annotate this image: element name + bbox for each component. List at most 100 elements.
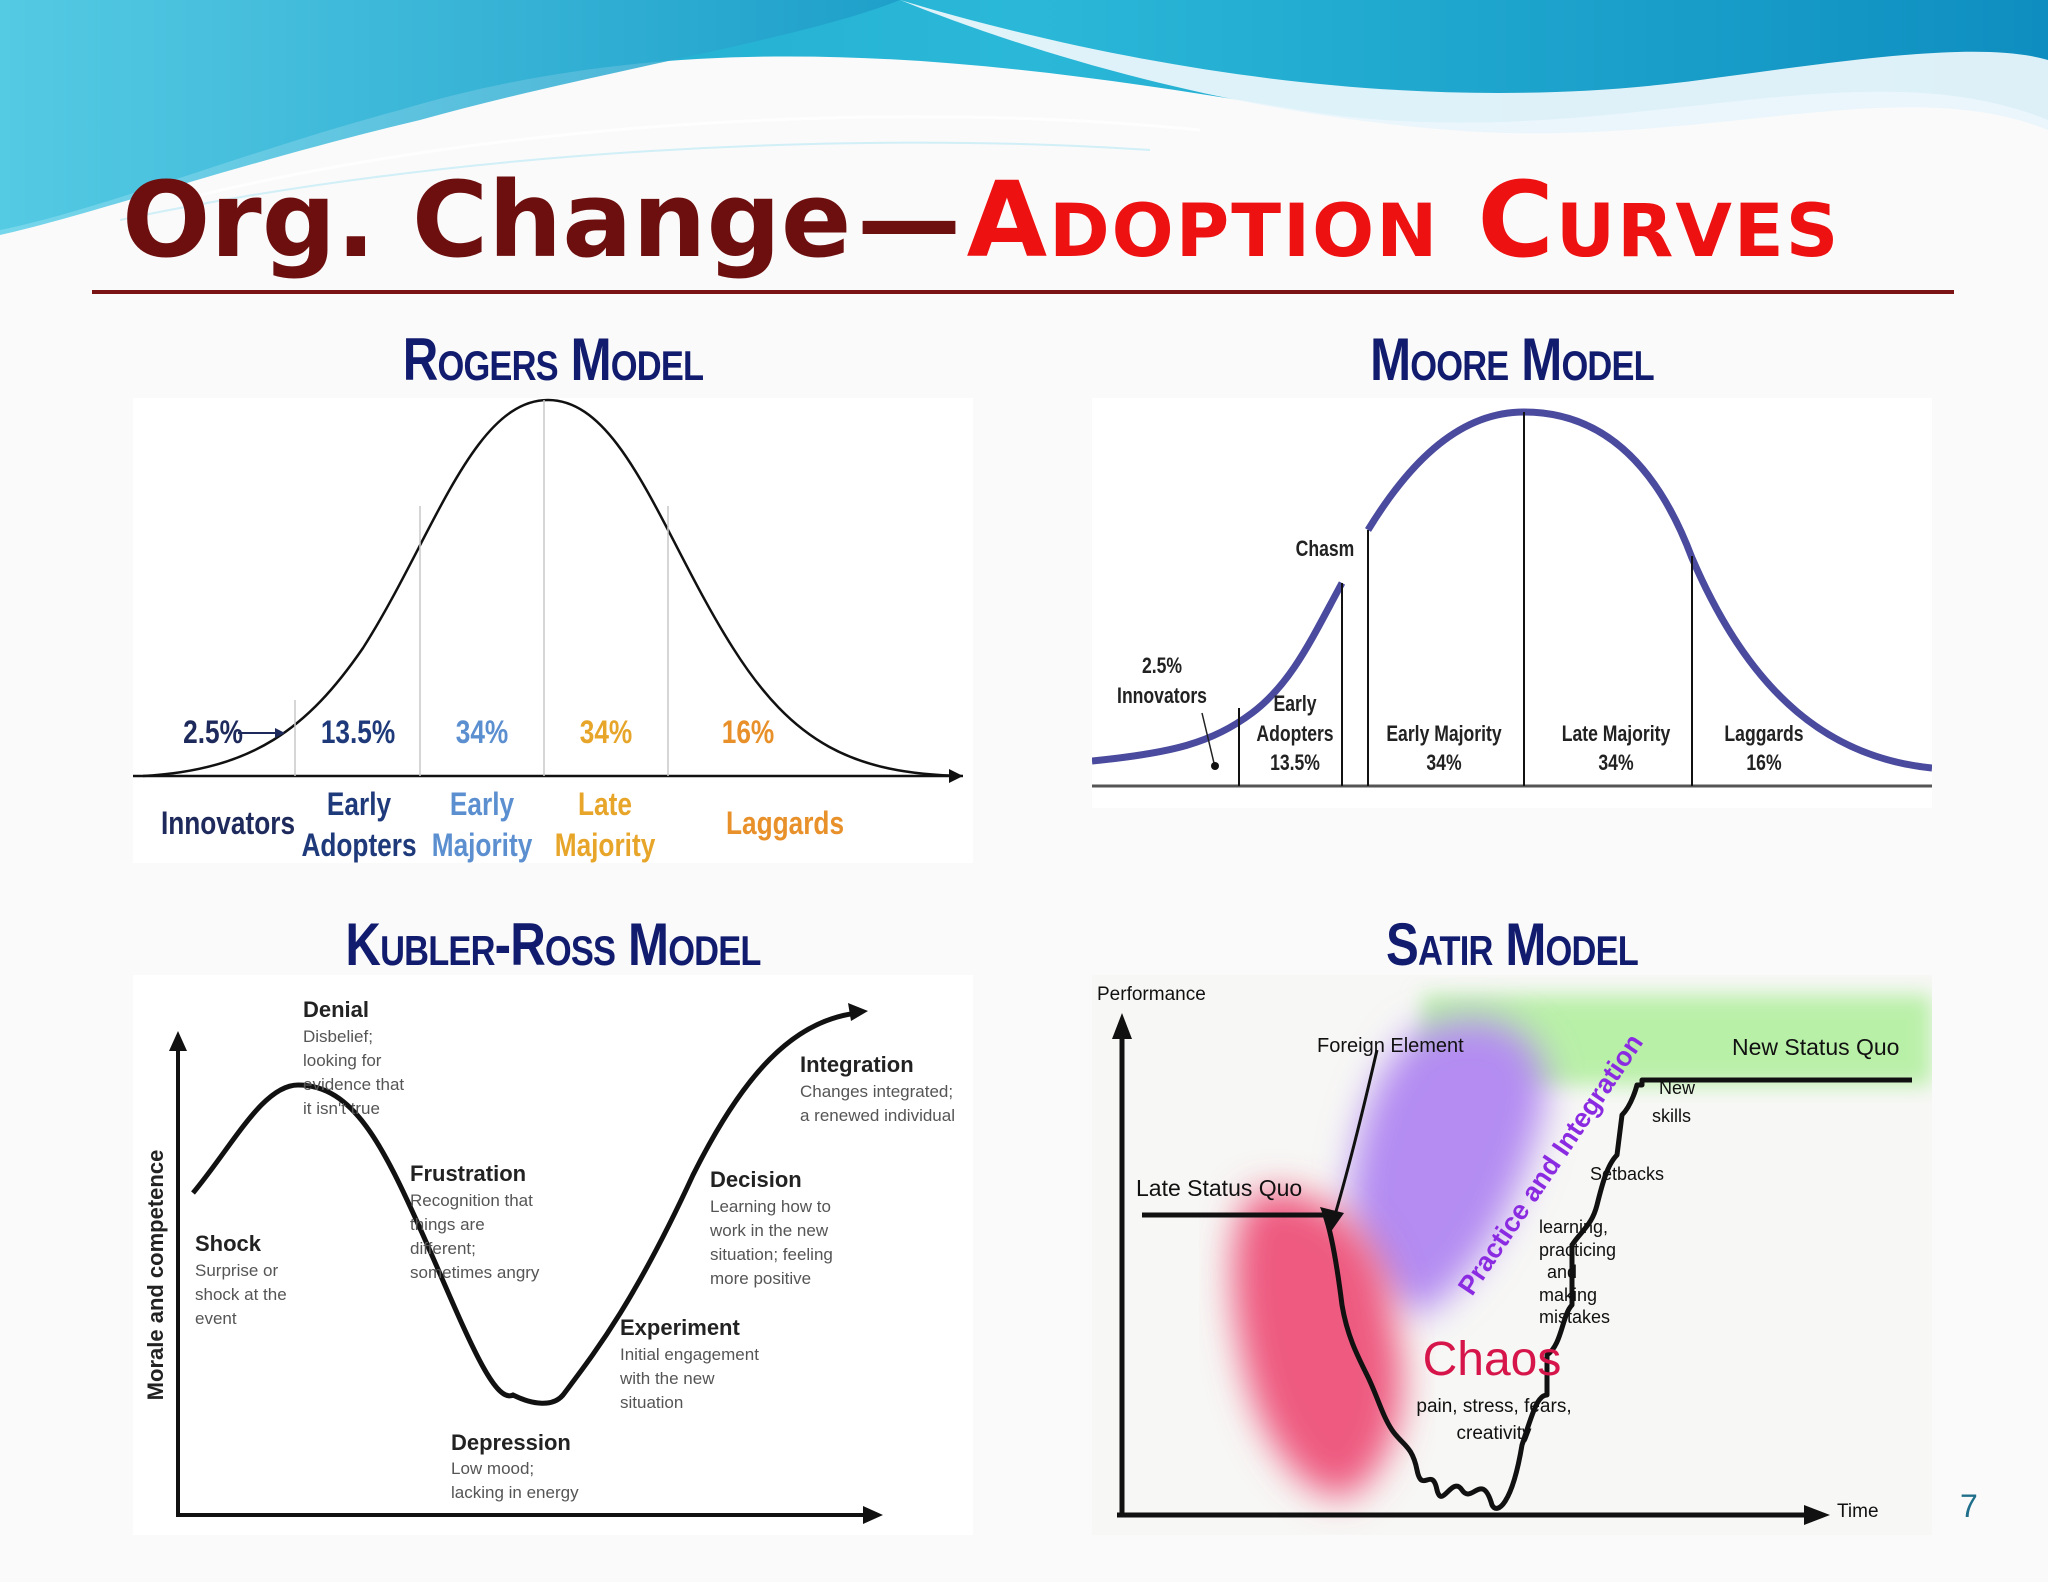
moore-chasm-label: Chasm (1296, 537, 1355, 561)
moore-laggards: Laggards (1724, 722, 1803, 746)
rogers-pct-early-majority: 34% (456, 716, 509, 751)
satir-new-skills-2: skills (1652, 1106, 1691, 1126)
slide-title: Org. Change — Adoption Curves (122, 150, 1840, 290)
kubler-stage-desc: shock at the (195, 1285, 287, 1304)
moore-early-adopters-2: Adopters (1256, 722, 1333, 746)
satir-learning-3: and (1547, 1262, 1577, 1282)
kubler-stage-integration: Integration Changes integrated; a renewe… (800, 1052, 955, 1125)
satir-x-axis-arrow (1804, 1505, 1830, 1525)
satir-chaos-sub-2: creativity (1457, 1423, 1532, 1444)
kubler-curve (191, 1010, 859, 1406)
kubler-stage-desc: sometimes angry (410, 1263, 540, 1282)
kubler-diagram: Morale and competence Denial Disbelief; … (143, 997, 955, 1524)
kubler-stage-desc: Changes integrated; (800, 1082, 953, 1101)
kubler-stage-desc: looking for (303, 1051, 382, 1070)
satir-new-status-quo-label: New Status Quo (1732, 1034, 1899, 1060)
kubler-stage-title: Decision (710, 1167, 802, 1192)
kubler-stage-desc: Disbelief; (303, 1027, 373, 1046)
moore-early-majority-pct: 34% (1426, 751, 1461, 775)
moore-innovator-pointer (1201, 712, 1215, 764)
satir-heading: Satir Model (1386, 911, 1639, 978)
kubler-stage-decision: Decision Learning how to work in the new… (709, 1167, 833, 1288)
moore-diagram: Chasm 2.5% Innovators Early Adopters 13.… (1091, 408, 1933, 788)
kubler-stage-desc: lacking in energy (451, 1483, 579, 1502)
kubler-stage-title: Shock (195, 1231, 262, 1256)
satir-foreign-element-arrowhead (1320, 1207, 1344, 1233)
kubler-stage-desc: a renewed individual (800, 1106, 955, 1125)
satir-chaos-red-zone (1233, 1191, 1402, 1497)
kubler-heading: Kubler-Ross Model (345, 911, 761, 978)
moore-innovator-dot (1211, 762, 1219, 770)
satir-learning-1: learning, (1539, 1217, 1608, 1237)
kubler-y-axis-label: Morale and competence (143, 1150, 168, 1401)
moore-early-majority: Early Majority (1386, 722, 1501, 746)
satir-late-status-quo-label: Late Status Quo (1136, 1175, 1302, 1201)
satir-foreign-element-label: Foreign Element (1317, 1035, 1464, 1057)
kubler-stage-desc: event (195, 1309, 237, 1328)
kubler-y-axis-arrow (169, 1031, 187, 1051)
kubler-stage-title: Integration (800, 1052, 914, 1077)
kubler-stage-title: Experiment (620, 1315, 740, 1340)
header-wave-decoration (0, 0, 2048, 235)
page-number: 7 (1960, 1488, 1978, 1524)
kubler-stage-desc: situation (620, 1393, 683, 1412)
kubler-stage-title: Depression (451, 1430, 571, 1455)
rogers-label-late-majority-1: Late (578, 788, 632, 823)
rogers-pct-laggards: 16% (722, 716, 775, 751)
title-dash: — (857, 159, 961, 281)
rogers-x-axis-arrow (949, 769, 963, 783)
satir-x-axis-label: Time (1837, 1501, 1879, 1522)
kubler-stage-desc: Initial engagement (620, 1345, 759, 1364)
rogers-innovator-arrow-head (275, 728, 285, 738)
satir-diagram: Performance Time Foreign Element Late St… (1097, 984, 1932, 1525)
satir-chaos-sub-1: pain, stress, fears, (1416, 1396, 1571, 1417)
title-accent: Adoption Curves (966, 159, 1841, 281)
kubler-stage-denial: Denial Disbelief; looking for evidence t… (303, 997, 404, 1118)
satir-learning-5: mistakes (1539, 1307, 1610, 1327)
rogers-heading: Rogers Model (402, 326, 704, 393)
kubler-stage-desc: evidence that (303, 1075, 404, 1094)
title-main: Org. Change (122, 159, 852, 281)
kubler-stage-title: Denial (303, 997, 369, 1022)
kubler-stage-frustration: Frustration Recognition that things are … (410, 1161, 540, 1282)
moore-panel: Chasm 2.5% Innovators Early Adopters 13.… (1091, 398, 1933, 808)
rogers-diagram: 2.5% 13.5% 34% 34% 16% Innovators Early … (133, 398, 964, 864)
kubler-stage-desc: things are (410, 1215, 485, 1234)
moore-late-majority-pct: 34% (1598, 751, 1633, 775)
kubler-stage-title: Frustration (410, 1161, 526, 1186)
moore-late-majority: Late Majority (1562, 722, 1670, 746)
kubler-panel: Morale and competence Denial Disbelief; … (133, 975, 973, 1535)
satir-panel: Performance Time Foreign Element Late St… (1092, 975, 1932, 1535)
moore-curve-left (1091, 581, 1346, 765)
satir-new-status-green-zone (1422, 995, 1932, 1085)
kubler-curve-arrow (848, 1003, 868, 1021)
satir-setbacks-label: Setbacks (1590, 1164, 1664, 1184)
moore-early-adopters-1: Early (1273, 692, 1316, 716)
kubler-stage-experiment: Experiment Initial engagement with the n… (619, 1315, 759, 1412)
satir-foreign-element-arrow (1330, 1049, 1379, 1226)
satir-performance-line (1142, 1077, 1912, 1511)
kubler-stage-desc: Recognition that (410, 1191, 533, 1210)
kubler-stage-desc: with the new (619, 1369, 715, 1388)
moore-early-adopters-pct: 13.5% (1270, 751, 1320, 775)
satir-y-axis-label: Performance (1097, 984, 1206, 1005)
rogers-label-early-adopters-1: Early (327, 788, 392, 823)
satir-learning-2: practicing (1539, 1240, 1616, 1260)
kubler-stage-desc: work in the new (709, 1221, 829, 1240)
kubler-stage-desc: different; (410, 1239, 476, 1258)
satir-learning-4: making (1539, 1285, 1597, 1305)
satir-y-axis-arrow (1112, 1013, 1132, 1039)
kubler-stage-depression: Depression Low mood; lacking in energy (451, 1430, 579, 1502)
kubler-stage-desc: situation; feeling (710, 1245, 833, 1264)
kubler-stage-desc: Surprise or (195, 1261, 278, 1280)
moore-curve-right (1365, 408, 1933, 772)
moore-innovators-label: Innovators (1117, 684, 1207, 708)
rogers-label-late-majority-2: Majority (555, 829, 656, 863)
title-underline (92, 290, 1954, 294)
satir-practice-purple-zone (1350, 1019, 1546, 1315)
kubler-stage-desc: more positive (710, 1269, 811, 1288)
rogers-label-early-adopters-2: Adopters (301, 829, 416, 863)
rogers-pct-early-adopters: 13.5% (321, 716, 395, 751)
rogers-panel: 2.5% 13.5% 34% 34% 16% Innovators Early … (133, 398, 973, 864)
